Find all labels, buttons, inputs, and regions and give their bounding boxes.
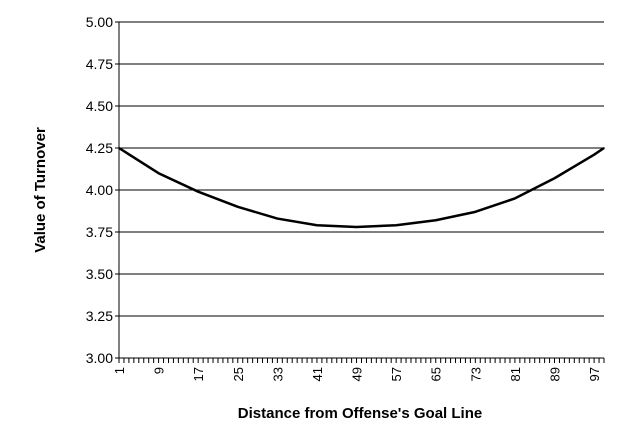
y-tick-label: 3.00	[86, 350, 113, 366]
y-axis-title: Value of Turnover	[32, 127, 49, 253]
data-point	[603, 147, 605, 149]
data-point	[474, 211, 477, 213]
y-axis-ticks: 3.00 3.25 3.50 3.75 4.00 4.25 4.50 4.75 5.00	[86, 14, 119, 366]
data-point	[118, 147, 120, 149]
x-tick-label: 41	[310, 367, 325, 381]
data-point	[316, 224, 318, 227]
x-tick-label: 49	[350, 367, 365, 381]
data-point	[593, 153, 595, 156]
x-axis-ticks: 1 9 17 25 33 41 49 57 65 73 81 89 97	[112, 358, 605, 381]
x-tick-label: 89	[548, 367, 563, 381]
data-point	[197, 190, 199, 193]
data-point	[276, 217, 279, 220]
gridlines	[119, 21, 604, 317]
x-tick-label: 17	[191, 367, 206, 381]
data-point	[355, 226, 358, 228]
data-point	[236, 206, 239, 208]
y-tick-label: 5.00	[86, 14, 113, 30]
x-tick-label: 97	[587, 367, 602, 381]
y-tick-label: 4.25	[86, 140, 113, 156]
x-tick-label: 65	[429, 367, 444, 381]
x-tick-label: 73	[468, 367, 483, 381]
y-tick-label: 4.50	[86, 98, 113, 114]
x-tick-label: 9	[152, 367, 167, 374]
data-point	[434, 219, 437, 222]
y-tick-label: 3.25	[86, 308, 113, 324]
data-point	[514, 197, 516, 200]
y-tick-label: 4.00	[86, 182, 113, 198]
data-point	[395, 224, 397, 227]
y-tick-label: 3.75	[86, 224, 113, 240]
series-line	[118, 146, 605, 229]
data-point	[157, 172, 160, 174]
x-tick-label: 57	[389, 367, 404, 381]
data-point	[553, 177, 556, 180]
axes	[118, 22, 604, 359]
x-tick-label: 33	[270, 367, 285, 381]
x-tick-label: 1	[112, 367, 127, 374]
x-tick-label: 25	[231, 367, 246, 381]
x-tick-label: 81	[508, 367, 523, 381]
x-axis-title: Distance from Offense's Goal Line	[238, 405, 482, 422]
series-group	[118, 146, 605, 229]
y-tick-label: 3.50	[86, 266, 113, 282]
y-tick-label: 4.75	[86, 56, 113, 72]
